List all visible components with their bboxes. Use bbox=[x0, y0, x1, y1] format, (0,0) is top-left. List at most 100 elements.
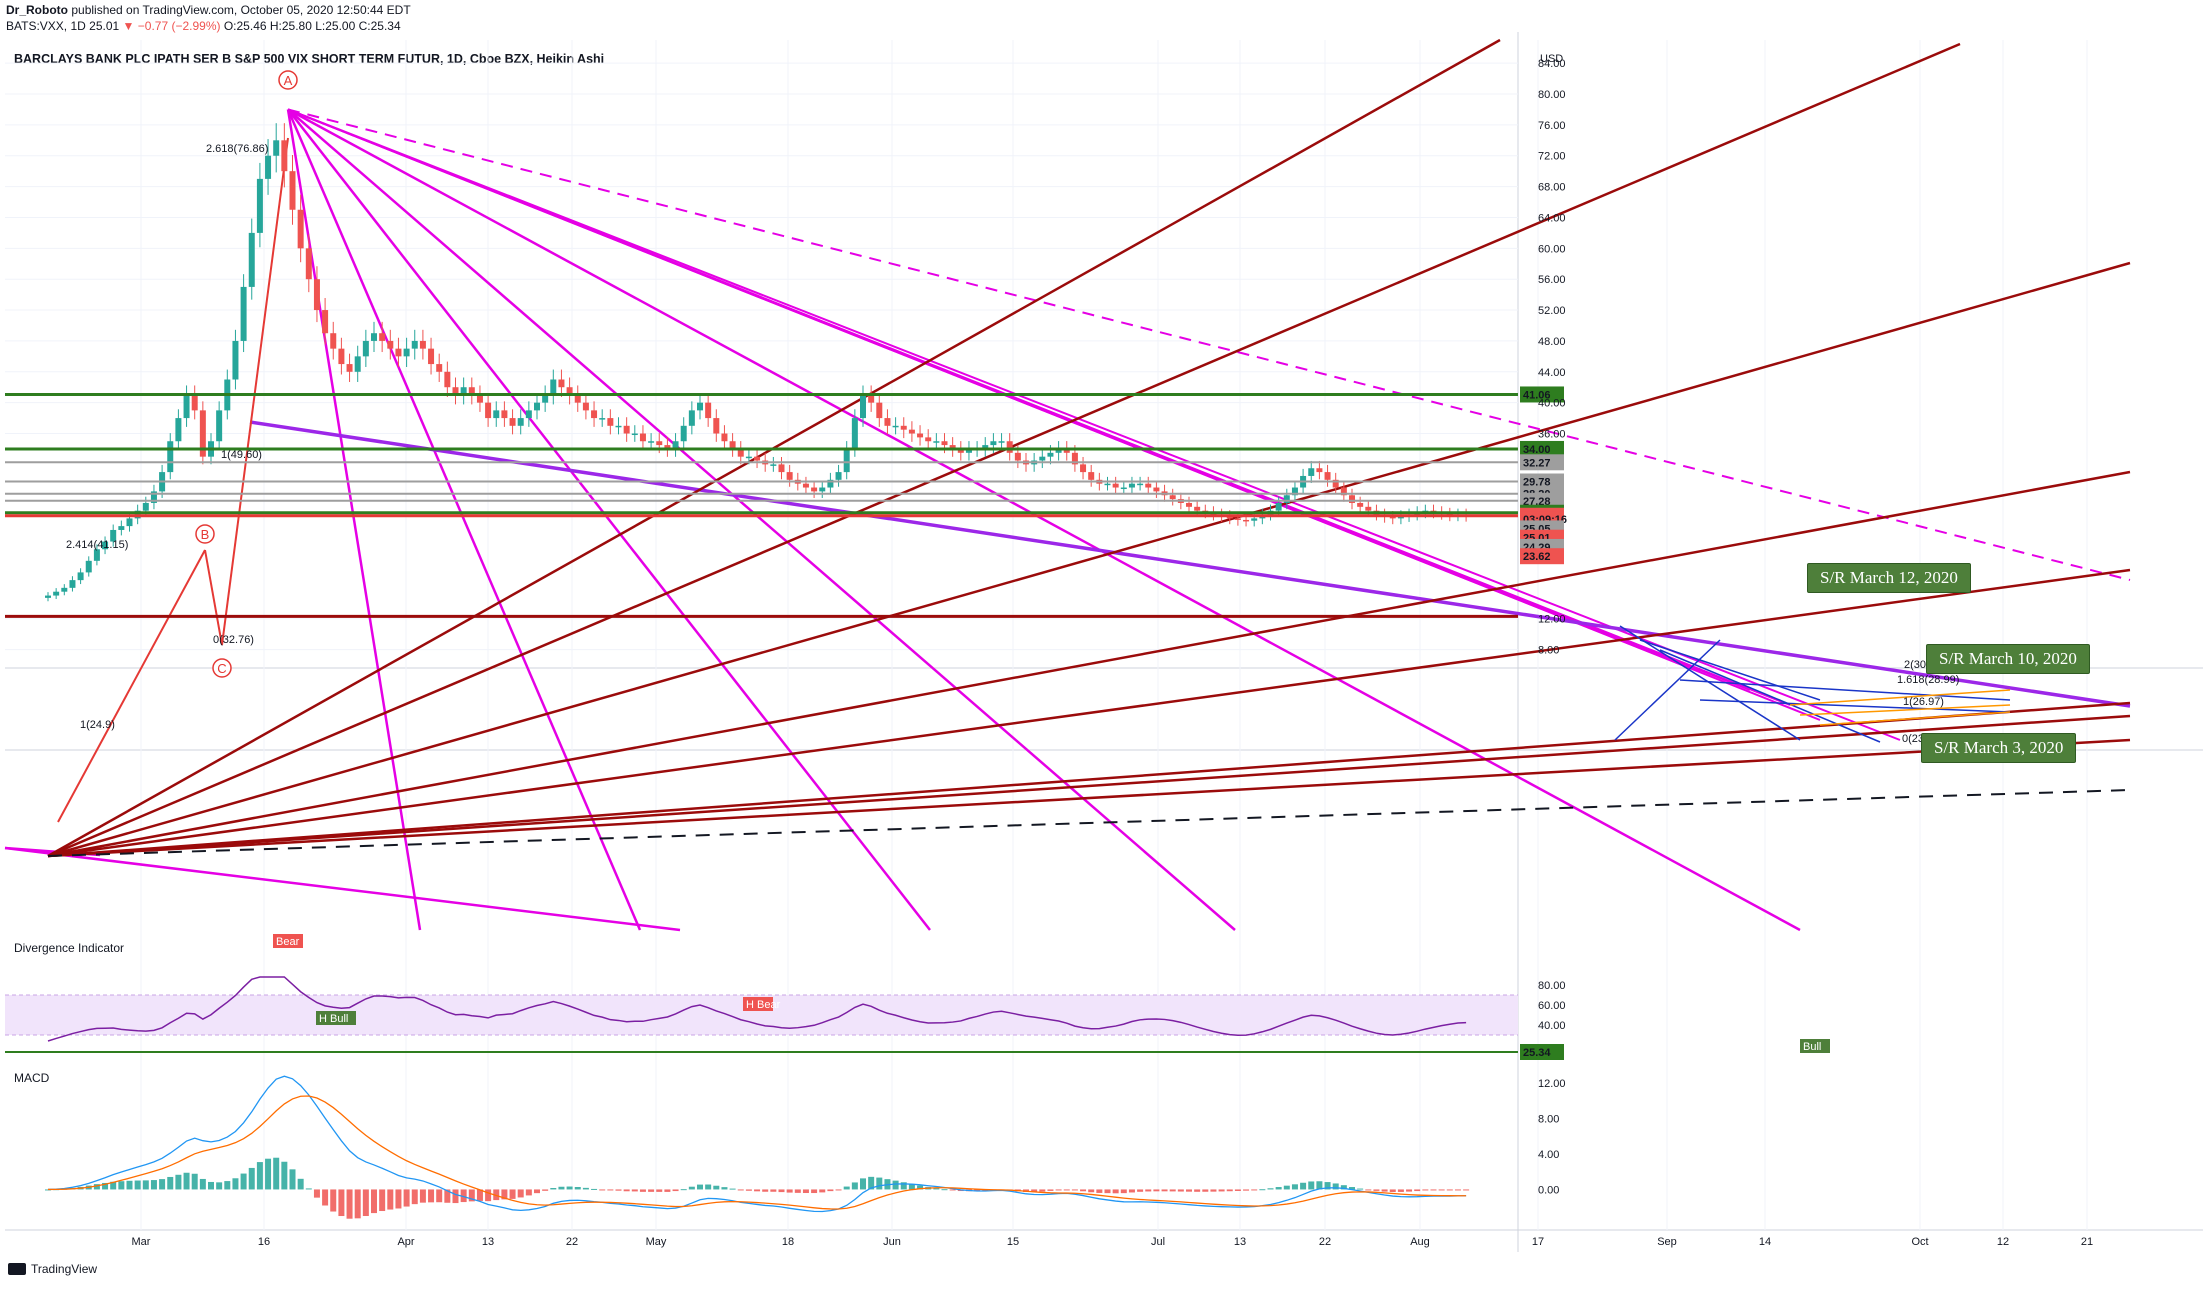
publisher[interactable]: Dr_Roboto bbox=[6, 3, 68, 17]
price-tick-label: 64.00 bbox=[1538, 212, 1566, 224]
candle-body bbox=[1291, 487, 1298, 496]
candle-body bbox=[737, 448, 744, 457]
macd-histogram-bar bbox=[591, 1188, 598, 1190]
candle-body bbox=[591, 410, 598, 419]
macd-histogram-bar bbox=[517, 1189, 524, 1198]
macd-histogram-bar bbox=[1080, 1189, 1087, 1192]
macd-histogram-bar bbox=[265, 1158, 272, 1190]
note-sr-march12[interactable]: S/R March 12, 2020 bbox=[1807, 563, 1971, 593]
macd-histogram-bar bbox=[1275, 1187, 1282, 1190]
orange-line bbox=[1799, 704, 2011, 716]
candle-body bbox=[721, 433, 728, 442]
drawing-lines[interactable] bbox=[4, 38, 2131, 932]
macd-tick-label: 8.00 bbox=[1538, 1113, 1559, 1125]
fan-line bbox=[287, 108, 1901, 741]
price-tick-label: 8.00 bbox=[1538, 645, 1559, 657]
price-axis[interactable]: 84.00 80.00 76.00 72.00 68.00 64.00 60.00 56.00… bbox=[1538, 53, 1566, 657]
macd-histogram-bar bbox=[639, 1189, 646, 1192]
macd-histogram-bar bbox=[1202, 1189, 1209, 1192]
wave-line bbox=[204, 549, 223, 646]
divergence-tag-box bbox=[1520, 1044, 1564, 1060]
macd-histogram-bar bbox=[338, 1189, 345, 1217]
candle-body bbox=[428, 348, 435, 365]
macd-histogram-bar bbox=[941, 1189, 948, 1191]
time-tick-label: 13 bbox=[1234, 1236, 1246, 1248]
candle-body bbox=[843, 448, 850, 473]
macd-histogram-bar bbox=[1438, 1189, 1445, 1191]
note-sr-march3[interactable]: S/R March 3, 2020 bbox=[1921, 733, 2077, 763]
macd-histogram-bar bbox=[1137, 1189, 1144, 1192]
grid-lines bbox=[5, 32, 2203, 1252]
time-tick-label: 22 bbox=[1319, 1236, 1331, 1248]
tradingview-logo-icon bbox=[8, 1263, 26, 1275]
macd-pane-label[interactable]: MACD bbox=[14, 1071, 50, 1085]
macd-histogram-bar bbox=[134, 1180, 141, 1190]
candle-body bbox=[1389, 516, 1396, 519]
candle-body bbox=[167, 441, 174, 473]
candle-body bbox=[949, 445, 956, 449]
divergence-pane-label[interactable]: Divergence Indicator bbox=[14, 941, 125, 955]
published-text: published on TradingView.com, October 05… bbox=[71, 3, 411, 17]
macd-histogram-bar bbox=[1446, 1189, 1453, 1191]
macd-histogram-bar bbox=[558, 1186, 565, 1190]
horizontal-levels[interactable]: 41.0634.0032.2729.7828.2027.2825.7325.34… bbox=[5, 386, 1567, 618]
macd-histogram-bar bbox=[1161, 1189, 1168, 1192]
time-axis[interactable]: Mar 16 Apr 13 22 May 18 Jun 15 Jul 13 22 Aug 17 Sep 14 O… bbox=[132, 1236, 2094, 1248]
candle-body bbox=[1324, 472, 1331, 480]
macd-histogram-bar bbox=[1055, 1189, 1062, 1191]
price-tag-label: 32.27 bbox=[1523, 457, 1551, 469]
note-sr-march10[interactable]: S/R March 10, 2020 bbox=[1926, 644, 2090, 674]
blue-line bbox=[1679, 679, 2011, 701]
candle-body bbox=[297, 209, 304, 249]
macd-histogram-bar bbox=[159, 1179, 166, 1190]
macd-histogram-bar bbox=[794, 1189, 801, 1193]
candle-body bbox=[240, 286, 247, 341]
candle-body bbox=[892, 425, 899, 428]
candle-body bbox=[93, 549, 100, 561]
macd-histogram-bar bbox=[232, 1178, 239, 1190]
candle-body bbox=[1332, 479, 1339, 488]
candle-body bbox=[371, 333, 377, 341]
orange-line bbox=[1789, 689, 2011, 706]
fib-label: 1(26.97) bbox=[1903, 696, 1944, 708]
macd-histogram-bar bbox=[729, 1188, 736, 1190]
macd-histogram-bar bbox=[525, 1189, 532, 1196]
price-tag-label: 29.78 bbox=[1523, 477, 1551, 489]
macd-histogram-bar bbox=[1104, 1189, 1111, 1194]
macd-histogram-bar bbox=[330, 1189, 337, 1212]
orange-line bbox=[1819, 711, 2011, 726]
macd-histogram-bar bbox=[1234, 1189, 1241, 1191]
macd-histogram-bar bbox=[1349, 1187, 1355, 1190]
price-tag-box bbox=[1520, 386, 1564, 403]
candle-body bbox=[900, 425, 907, 430]
macd-tick-label: 12.00 bbox=[1538, 1078, 1566, 1090]
candle-body bbox=[868, 394, 875, 403]
candle-body bbox=[1153, 487, 1160, 492]
candle-body bbox=[273, 140, 280, 156]
macd-histogram-bar bbox=[721, 1187, 728, 1190]
macd-histogram-bar bbox=[150, 1180, 157, 1190]
price-tag-box bbox=[1520, 440, 1564, 457]
candle-body bbox=[61, 587, 68, 592]
macd-histogram-bar bbox=[45, 1189, 51, 1191]
macd-histogram-bar bbox=[631, 1189, 638, 1192]
macd-histogram-bar bbox=[476, 1189, 483, 1201]
candle-body bbox=[656, 441, 663, 446]
divergence-badge bbox=[316, 1011, 356, 1025]
candle-body bbox=[485, 402, 492, 419]
macd-histogram-bar bbox=[509, 1189, 516, 1199]
time-tick-label: 14 bbox=[1759, 1236, 1771, 1248]
candle-body bbox=[460, 387, 467, 395]
candle-body bbox=[1251, 518, 1258, 521]
candle-body bbox=[754, 456, 761, 461]
divergence-badge-label: H Bear bbox=[746, 999, 781, 1011]
macd-histogram-bar bbox=[1218, 1189, 1225, 1192]
candle-body bbox=[811, 487, 818, 492]
macd-histogram-bar bbox=[1226, 1189, 1233, 1192]
time-tick-label: 12 bbox=[1997, 1236, 2009, 1248]
tradingview-logo[interactable]: TradingView bbox=[8, 1262, 97, 1276]
macd-histogram-bar bbox=[802, 1189, 809, 1194]
candle-body bbox=[908, 429, 915, 434]
macd-histogram-bar bbox=[1397, 1189, 1404, 1192]
